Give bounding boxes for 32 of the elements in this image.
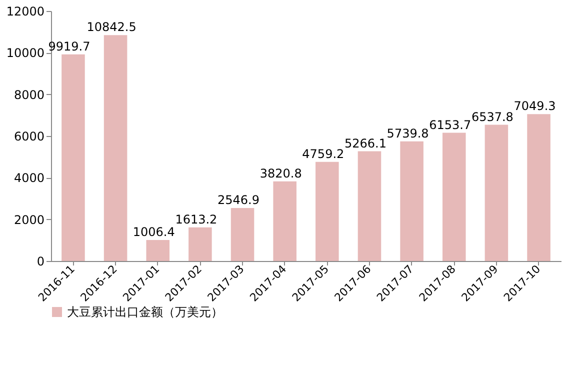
data-label: 6153.7	[429, 118, 472, 132]
bar	[62, 54, 85, 261]
y-tick-label: 2000	[14, 212, 44, 227]
bar	[188, 227, 212, 261]
bar	[358, 151, 382, 261]
data-label: 10842.5	[86, 20, 136, 34]
data-label: 5266.1	[344, 136, 386, 150]
bar	[484, 124, 508, 261]
bar	[230, 208, 254, 261]
bar	[400, 141, 424, 261]
data-label: 1613.2	[175, 212, 218, 226]
y-tick-label: 10000	[6, 46, 44, 60]
data-label: 3820.8	[260, 166, 302, 180]
data-label: 1006.4	[132, 225, 175, 240]
bar	[273, 181, 296, 261]
legend-label: 大豆累计出口金额（万美元）	[67, 305, 223, 319]
bar	[104, 35, 128, 261]
bar	[527, 114, 550, 261]
data-label: 7049.3	[514, 99, 556, 114]
data-label: 2546.9	[218, 192, 260, 207]
y-tick-label: 0	[36, 254, 44, 268]
y-tick-label: 6000	[14, 130, 44, 144]
y-tick-label: 12000	[6, 4, 44, 18]
data-label: 4759.2	[302, 146, 344, 161]
bar	[316, 162, 339, 261]
y-tick-label: 4000	[14, 171, 44, 186]
data-label: 5739.8	[386, 126, 429, 140]
bar	[442, 132, 466, 261]
y-tick-label: 8000	[14, 88, 44, 102]
bar	[146, 240, 170, 261]
data-label: 9919.7	[48, 39, 90, 54]
data-label: 6537.8	[471, 110, 514, 124]
